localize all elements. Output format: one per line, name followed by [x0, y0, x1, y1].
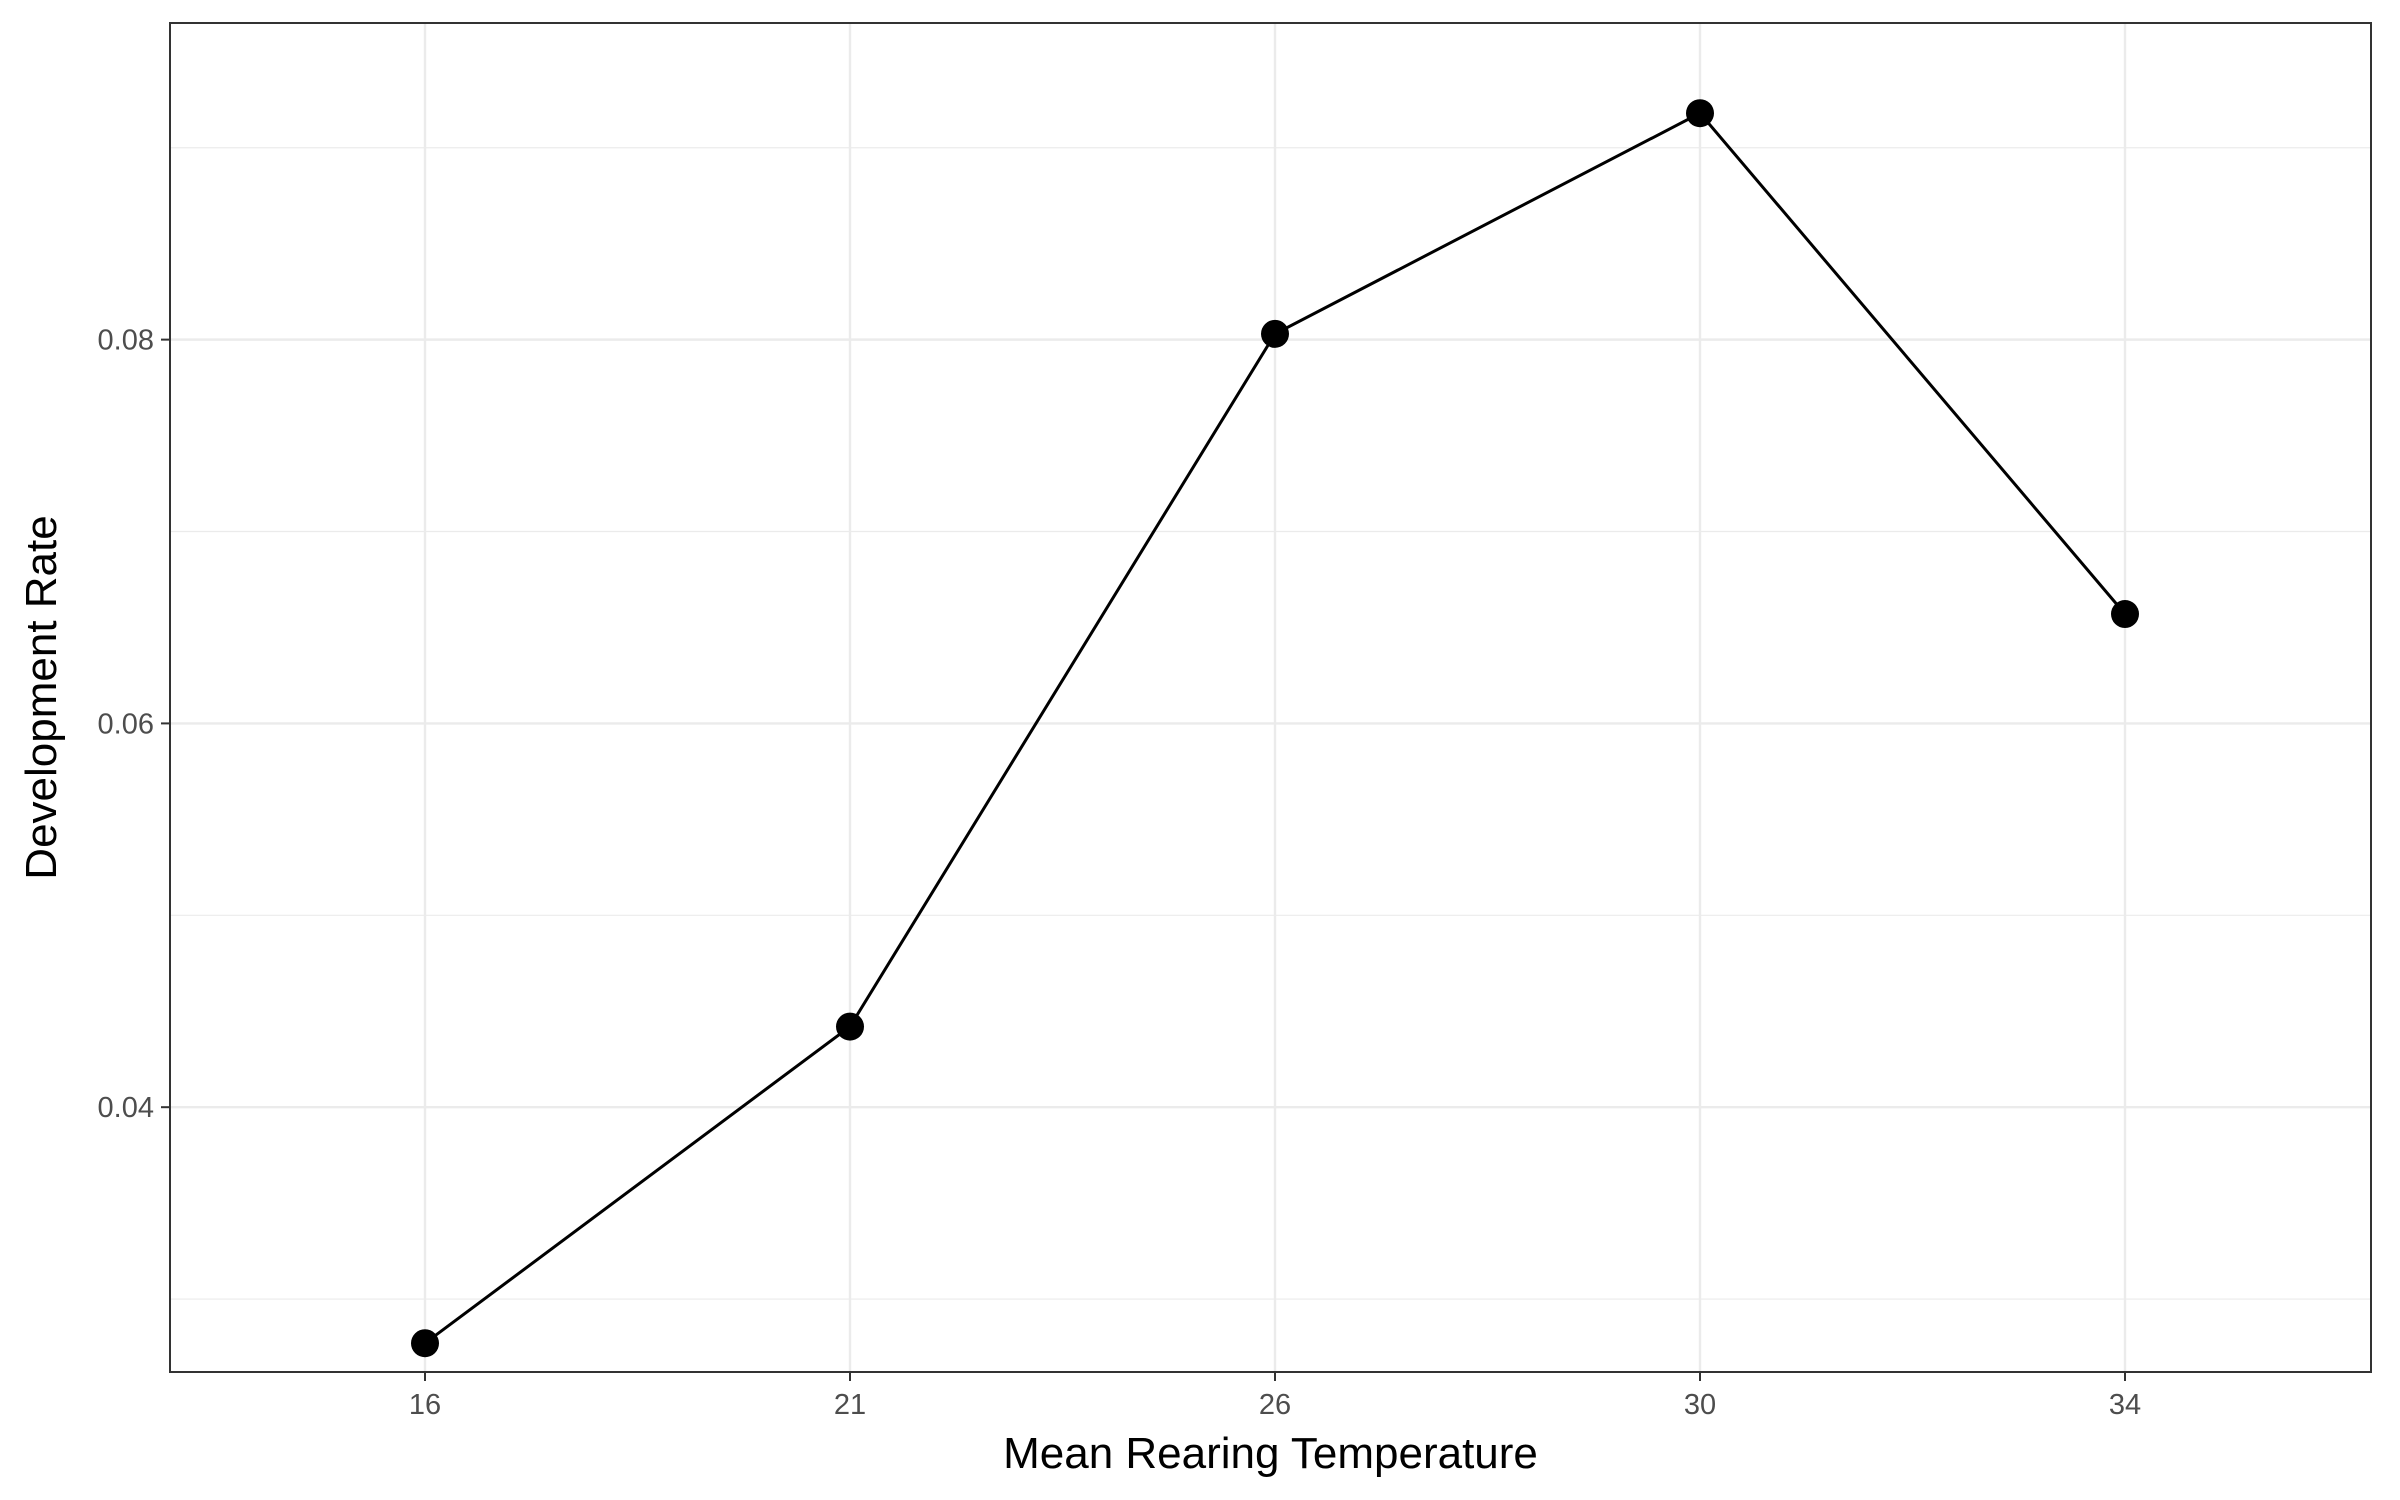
minor-gridlines — [170, 147, 2371, 1300]
y-axis-title: Development Rate — [17, 515, 66, 879]
y-tick-label: 0.08 — [98, 325, 154, 357]
x-tick-label: 34 — [2109, 1389, 2141, 1421]
panel-border — [169, 22, 2372, 1373]
y-tick-label: 0.04 — [98, 1092, 154, 1124]
y-tick-label: 0.06 — [98, 708, 154, 740]
x-tick-label: 30 — [1684, 1389, 1716, 1421]
data-point — [836, 1012, 864, 1041]
x-axis-ticks: 16 21 26 30 34 — [409, 1372, 2141, 1421]
data-point — [411, 1329, 439, 1358]
x-tick-label: 26 — [1259, 1389, 1291, 1421]
x-tick-label: 21 — [834, 1389, 866, 1421]
y-axis-ticks: 0.04 0.06 0.08 — [98, 325, 170, 1124]
major-gridlines — [170, 23, 2371, 1372]
data-point — [2111, 600, 2139, 629]
data-point — [1261, 319, 1289, 348]
x-tick-label: 16 — [409, 1389, 441, 1421]
data-point — [1686, 99, 1714, 128]
series-points — [411, 99, 2139, 1358]
x-axis-title: Mean Rearing Temperature — [1003, 1429, 1538, 1478]
